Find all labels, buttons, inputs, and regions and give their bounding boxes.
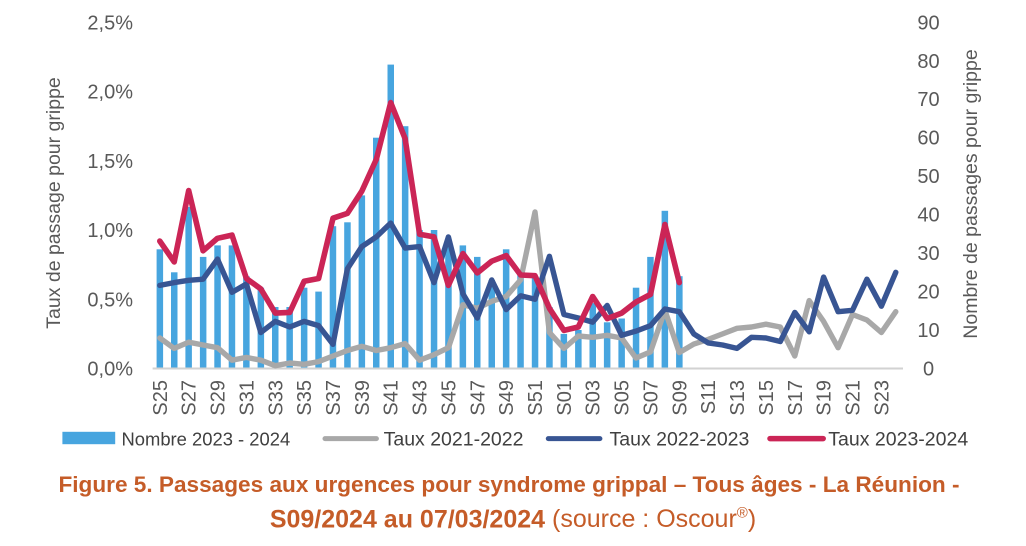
svg-text:S51: S51	[525, 380, 547, 416]
svg-text:S29: S29	[208, 380, 230, 416]
svg-text:S45: S45	[438, 380, 460, 416]
svg-text:S11: S11	[698, 380, 720, 414]
svg-text:S43: S43	[410, 380, 432, 416]
svg-text:S33: S33	[265, 380, 287, 416]
svg-text:Taux 2023-2024: Taux 2023-2024	[828, 428, 968, 450]
svg-text:Taux 2021-2022: Taux 2021-2022	[384, 428, 524, 450]
svg-text:10: 10	[917, 320, 939, 342]
svg-text:20: 20	[917, 282, 939, 304]
svg-text:S49: S49	[496, 380, 518, 416]
svg-text:S05: S05	[612, 380, 634, 416]
svg-text:S37: S37	[323, 380, 345, 416]
svg-text:30: 30	[917, 243, 939, 265]
svg-text:S47: S47	[467, 380, 489, 416]
svg-text:S19: S19	[814, 380, 836, 416]
svg-text:S23: S23	[871, 380, 893, 416]
svg-text:S31: S31	[236, 380, 258, 416]
svg-text:40: 40	[917, 205, 939, 227]
svg-text:1,5%: 1,5%	[87, 151, 133, 173]
svg-text:S15: S15	[756, 380, 778, 416]
svg-text:0,5%: 0,5%	[87, 289, 133, 311]
svg-text:2,0%: 2,0%	[87, 82, 133, 104]
svg-text:S21: S21	[843, 380, 865, 416]
svg-text:0,0%: 0,0%	[87, 359, 133, 381]
svg-text:S09: S09	[669, 380, 691, 416]
svg-text:0: 0	[923, 359, 934, 381]
svg-text:S39: S39	[352, 380, 374, 416]
svg-text:S25: S25	[150, 380, 172, 416]
svg-text:Nombre 2023 - 2024: Nombre 2023 - 2024	[122, 428, 291, 449]
svg-text:S13: S13	[727, 380, 749, 416]
svg-text:S03: S03	[583, 380, 605, 416]
svg-text:60: 60	[917, 128, 939, 150]
svg-text:S41: S41	[381, 380, 403, 416]
svg-text:80: 80	[917, 51, 939, 73]
svg-text:S35: S35	[294, 380, 316, 416]
svg-text:2,5%: 2,5%	[87, 12, 133, 34]
svg-text:S17: S17	[785, 380, 807, 416]
svg-text:Nombre de passages pour grippe: Nombre de passages pour grippe	[960, 49, 982, 338]
svg-text:S01: S01	[554, 380, 576, 416]
svg-text:50: 50	[917, 166, 939, 188]
svg-text:Taux 2022-2023: Taux 2022-2023	[610, 428, 750, 450]
svg-text:S27: S27	[179, 380, 201, 416]
svg-text:S07: S07	[641, 380, 663, 416]
svg-text:90: 90	[917, 12, 939, 34]
svg-text:Taux de passage pour grippe: Taux de passage pour grippe	[43, 77, 65, 329]
svg-text:70: 70	[917, 89, 939, 111]
svg-text:1,0%: 1,0%	[87, 220, 133, 242]
